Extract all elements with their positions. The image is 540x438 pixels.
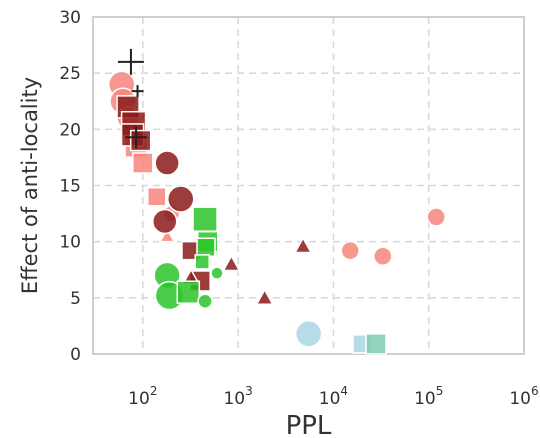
data-point-circle — [197, 293, 213, 309]
data-points — [107, 48, 447, 355]
data-point-triangle — [293, 236, 313, 254]
x-tick-label: 102 — [128, 384, 157, 409]
data-point-plus — [131, 85, 144, 98]
data-point-square — [132, 152, 154, 174]
plot-area-frame — [92, 16, 525, 355]
y-tick-label: 15 — [59, 177, 81, 197]
data-point-circle — [340, 240, 360, 261]
x-tick-label: 104 — [319, 384, 348, 409]
data-point-square — [196, 237, 216, 258]
y-tick-label: 20 — [59, 120, 81, 140]
data-point-square — [194, 254, 210, 270]
data-point-circle — [426, 207, 447, 227]
x-tick-label: 105 — [414, 384, 443, 409]
data-point-square — [192, 206, 218, 232]
x-axis-label: PPL — [286, 411, 332, 438]
tick-labels: 0 5 10 15 20 25 30 102 103 104 105 106 — [59, 8, 538, 409]
data-point-circle — [154, 150, 180, 176]
x-tick-label: 106 — [509, 384, 538, 409]
data-point-circle — [152, 208, 178, 235]
data-point-circle — [294, 320, 323, 348]
y-tick-label: 25 — [59, 64, 81, 84]
y-tick-label: 30 — [59, 8, 81, 28]
data-point-triangle — [158, 227, 176, 243]
data-point-triangle — [255, 288, 274, 305]
y-tick-label: 5 — [70, 289, 81, 309]
data-point-plus — [125, 126, 148, 149]
data-point-square — [147, 186, 167, 207]
y-axis-label: Effect of anti-locality — [18, 77, 42, 294]
y-tick-label: 0 — [70, 345, 81, 365]
data-point-plus — [117, 48, 144, 75]
data-point-circle — [373, 246, 393, 267]
y-tick-label: 10 — [59, 233, 81, 253]
data-point-triangle — [222, 254, 241, 272]
data-point-square — [365, 333, 387, 355]
data-point-circle — [210, 266, 224, 280]
grid-lines — [93, 17, 524, 354]
x-tick-label: 103 — [223, 384, 252, 409]
data-point-circle — [166, 185, 195, 213]
data-point-square — [176, 280, 201, 304]
data-point-square — [129, 129, 152, 152]
